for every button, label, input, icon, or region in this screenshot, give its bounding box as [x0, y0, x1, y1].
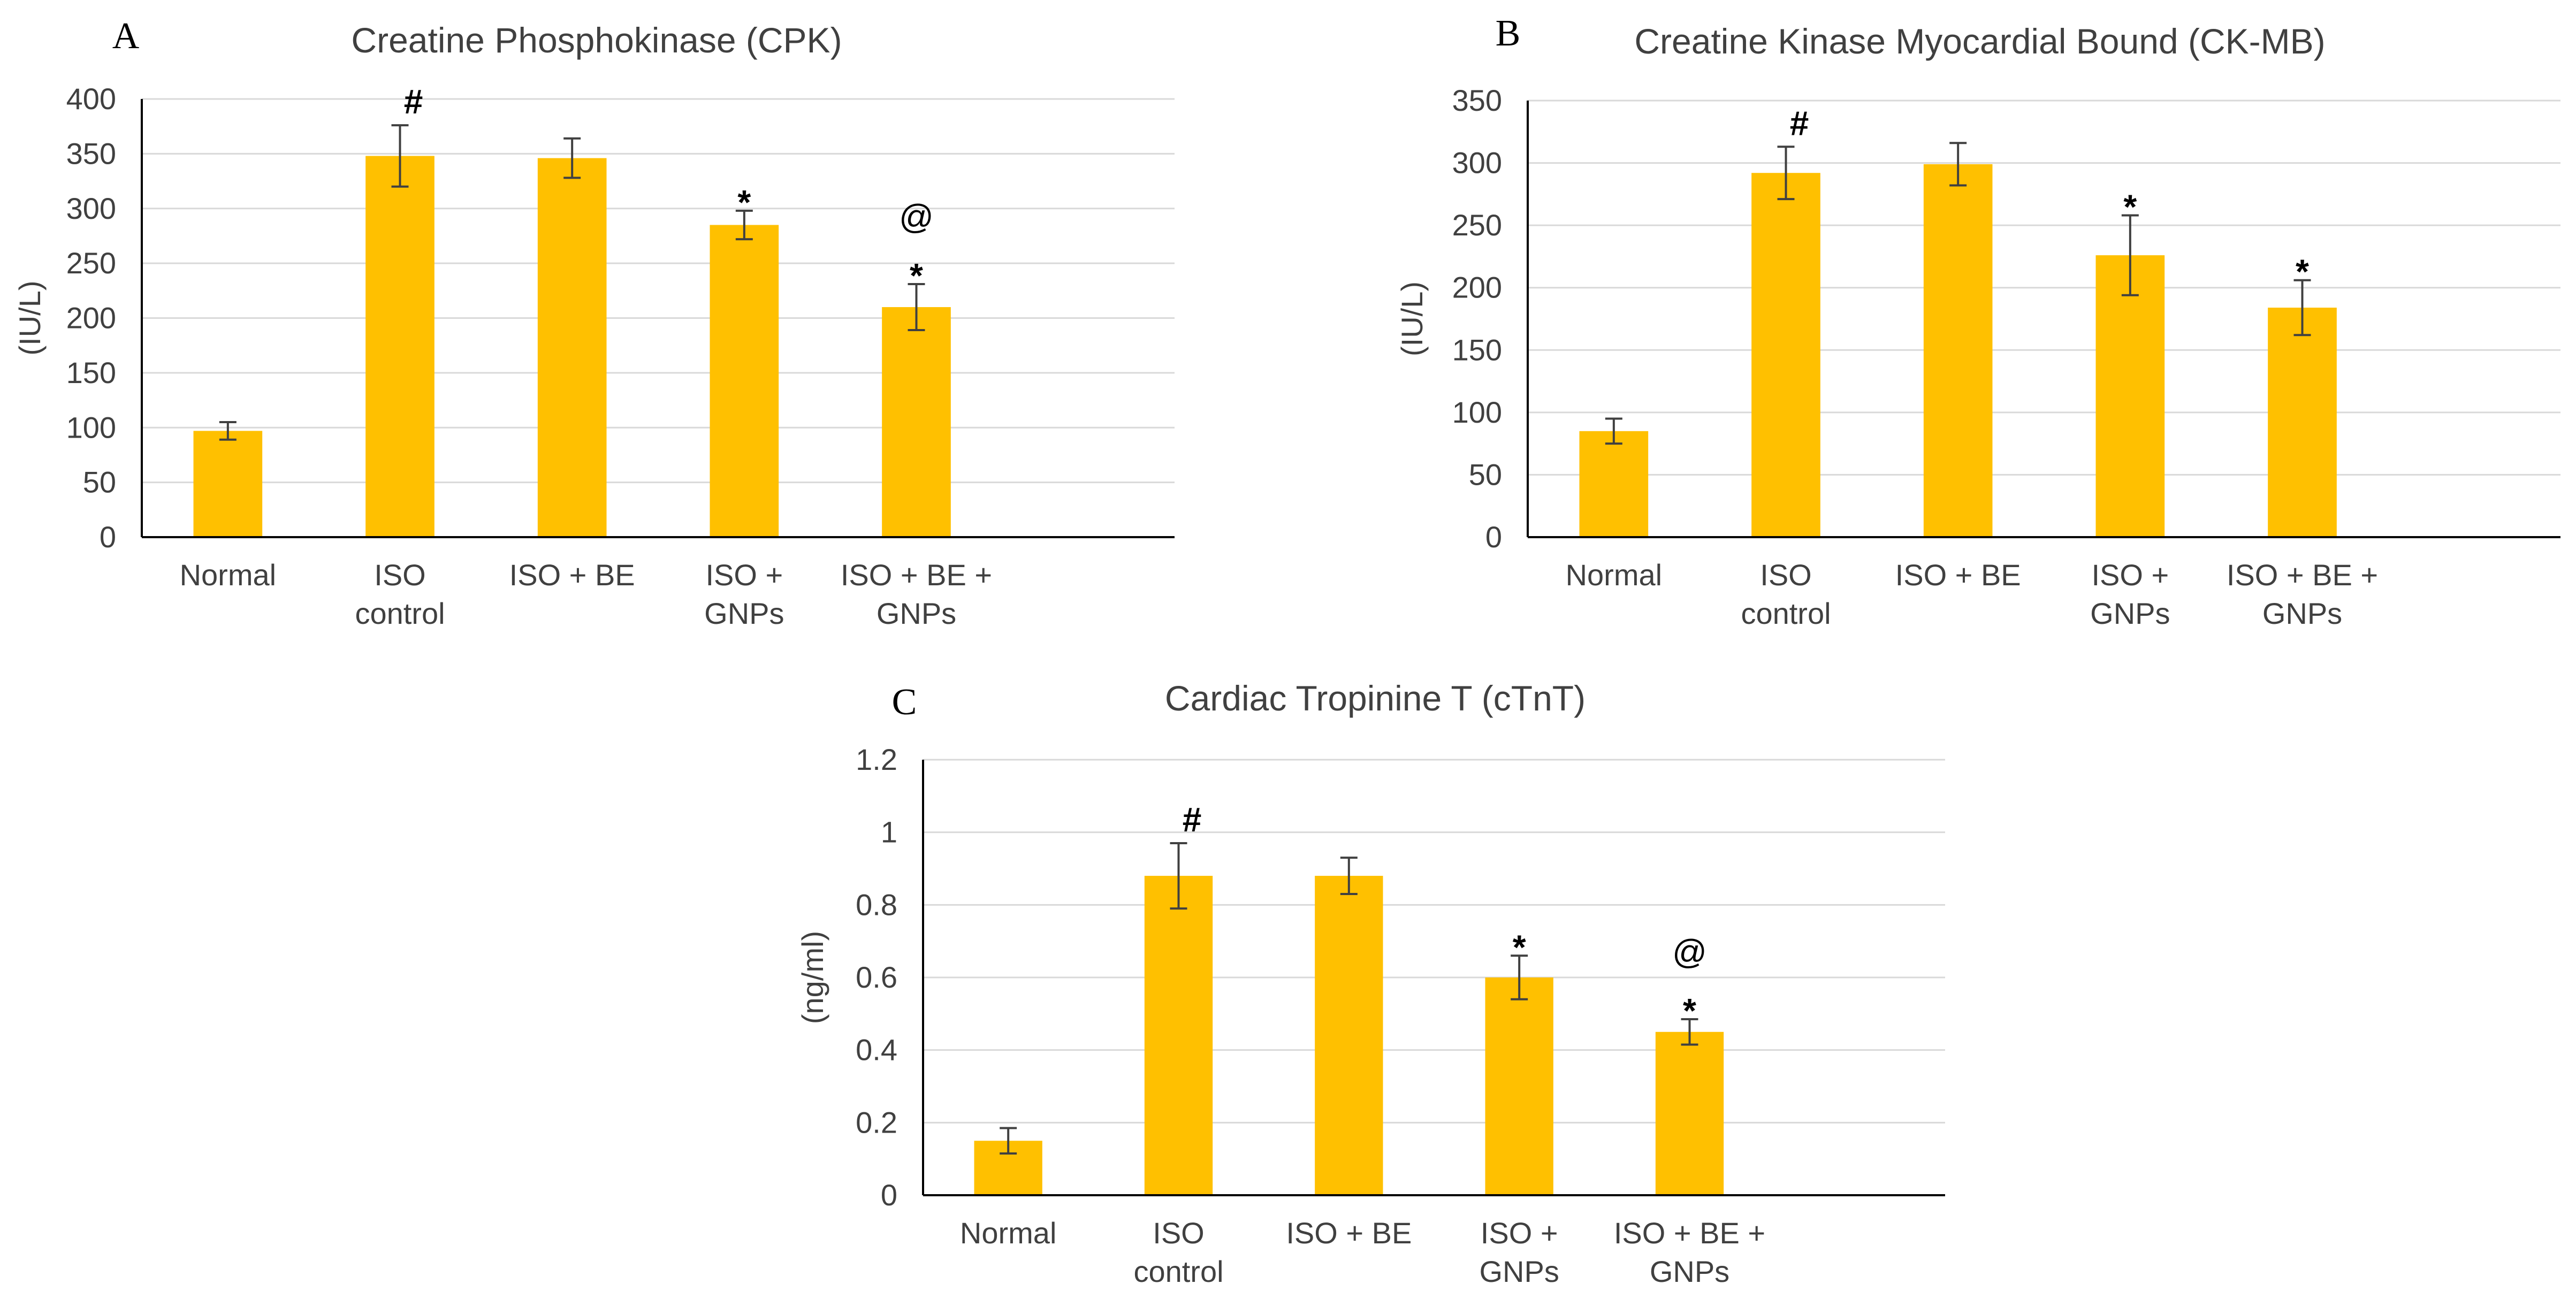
panel-letter: A — [112, 16, 140, 57]
bar — [537, 158, 607, 537]
bar — [882, 307, 951, 537]
y-tick-label: 0.6 — [856, 960, 897, 994]
y-tick-label: 1.2 — [856, 743, 897, 776]
significance-marker: * — [1513, 928, 1526, 966]
bar — [365, 156, 435, 538]
bar — [1579, 431, 1649, 537]
bar — [2095, 255, 2165, 537]
significance-marker: * — [1683, 991, 1696, 1030]
chart-title: Creatine Phosphokinase (CPK) — [351, 20, 842, 60]
x-category-label: ISO + — [1481, 1216, 1558, 1250]
significance-marker: @ — [899, 197, 934, 236]
x-category-label: control — [1741, 597, 1831, 630]
x-category-label: GNPs — [2090, 597, 2170, 630]
y-tick-label: 350 — [1452, 83, 1502, 117]
x-category-label: ISO — [374, 558, 425, 592]
x-category-label: GNPs — [2262, 597, 2342, 630]
chart-title: Creatine Kinase Myocardial Bound (CK-MB) — [1634, 21, 2325, 61]
significance-marker: * — [737, 183, 751, 221]
y-tick-label: 0 — [881, 1178, 897, 1212]
y-tick-label: 50 — [1469, 457, 1502, 491]
bar — [1485, 977, 1553, 1195]
x-category-label: ISO — [1153, 1216, 1204, 1250]
y-tick-label: 0.2 — [856, 1105, 897, 1139]
chart-panel-a: A Creatine Phosphokinase (CPK) 0 50 100 150 20… — [13, 16, 1175, 630]
significance-marker: * — [2296, 253, 2309, 291]
x-category-label: GNPs — [877, 597, 956, 630]
y-tick-label: 50 — [83, 465, 116, 499]
y-axis-title: (ng/ml) — [796, 931, 829, 1024]
significance-marker: * — [910, 256, 923, 295]
x-category-label: ISO + — [705, 558, 783, 592]
x-category-label: ISO + BE — [509, 558, 635, 592]
bar — [710, 225, 779, 537]
bar — [1144, 876, 1213, 1195]
y-axis-title: (IU/L) — [13, 281, 47, 356]
x-category-label: control — [355, 597, 445, 630]
x-category-label: Normal — [960, 1216, 1056, 1250]
y-tick-label: 0.8 — [856, 888, 897, 921]
y-tick-label: 1 — [881, 815, 897, 849]
bar — [2268, 308, 2337, 537]
y-tick-label: 150 — [1452, 333, 1502, 366]
x-category-label: GNPs — [704, 597, 784, 630]
y-tick-label: 150 — [66, 356, 116, 389]
x-category-label: ISO + BE — [1286, 1216, 1412, 1250]
x-category-label: GNPs — [1650, 1255, 1729, 1288]
chart-panel-c: C Cardiac Tropinine T (cTnT) 0 0.2 0.4 0.6 0.8… — [796, 678, 1945, 1288]
bar — [193, 431, 263, 537]
y-tick-label: 250 — [66, 246, 116, 280]
x-category-label: ISO + BE + — [2227, 558, 2378, 592]
y-tick-label: 250 — [1452, 208, 1502, 242]
significance-marker: * — [2123, 187, 2137, 226]
y-axis-title: (IU/L) — [1395, 281, 1429, 356]
bar — [1315, 876, 1383, 1195]
x-category-label: control — [1133, 1255, 1223, 1288]
chart-title: Cardiac Tropinine T (cTnT) — [1165, 678, 1586, 718]
x-category-label: Normal — [180, 558, 276, 592]
significance-marker: # — [1183, 800, 1202, 839]
y-tick-label: 400 — [66, 82, 116, 116]
panel-letter: C — [892, 682, 917, 723]
x-category-label: Normal — [1566, 558, 1662, 592]
y-tick-label: 0.4 — [856, 1033, 897, 1067]
chart-panel-b: B Creatine Kinase Myocardial Bound (CK-MB… — [1395, 13, 2560, 630]
x-category-label: ISO + BE + — [1614, 1216, 1765, 1250]
y-tick-label: 100 — [1452, 395, 1502, 429]
panel-letter: B — [1496, 13, 1521, 54]
significance-marker: # — [1790, 104, 1809, 142]
y-tick-label: 300 — [66, 192, 116, 225]
y-tick-label: 200 — [66, 301, 116, 335]
bar — [1923, 164, 1993, 538]
significance-marker: # — [404, 82, 423, 121]
x-category-label: GNPs — [1479, 1255, 1559, 1288]
y-tick-label: 0 — [1485, 520, 1502, 554]
x-category-label: ISO — [1760, 558, 1811, 592]
x-category-label: ISO + BE — [1895, 558, 2021, 592]
significance-marker: @ — [1672, 933, 1707, 971]
y-tick-label: 350 — [66, 136, 116, 170]
bar — [1655, 1031, 1724, 1195]
x-category-label: ISO + BE + — [841, 558, 992, 592]
y-tick-label: 100 — [66, 410, 116, 444]
y-tick-label: 0 — [100, 520, 116, 554]
bar — [1751, 173, 1820, 537]
y-tick-label: 300 — [1452, 146, 1502, 180]
y-tick-label: 200 — [1452, 271, 1502, 304]
x-category-label: ISO + — [2091, 558, 2169, 592]
